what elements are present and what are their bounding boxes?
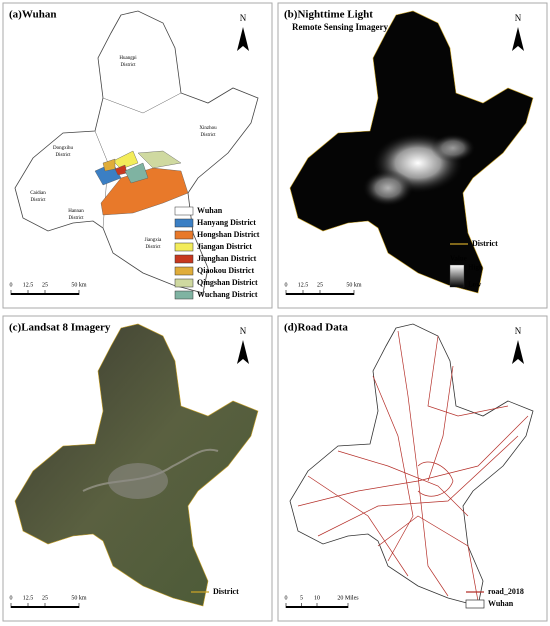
legend-swatch: [174, 266, 194, 276]
scale-label: 50 km: [346, 282, 362, 288]
legend-label: Hanyang District: [197, 218, 256, 227]
panel-title: (b)Nighttime Light: [284, 9, 373, 21]
road: [307, 475, 409, 577]
scale-label: 25: [42, 282, 48, 288]
north-label: N: [515, 326, 522, 336]
legend-swatch: [465, 599, 485, 609]
scale-label: 12.5: [23, 595, 34, 601]
legend-label: Wuhan: [197, 206, 223, 215]
scale-label: 12.5: [298, 282, 309, 288]
north-arrow: [512, 340, 524, 364]
district-patch: [137, 150, 182, 169]
district-label: Hannan: [68, 209, 84, 214]
district-patch: [124, 162, 149, 184]
scale-label: 0: [285, 595, 288, 601]
north-arrow: [237, 27, 249, 51]
road: [337, 450, 469, 517]
district-patch: [100, 167, 189, 216]
road: [317, 435, 519, 537]
legend-label: Wuchang District: [197, 290, 258, 299]
legend-label: Hongshan District: [197, 230, 260, 239]
scale-label: 20 Miles: [337, 595, 359, 601]
legend-swatch: [174, 206, 194, 216]
district-label: District: [201, 133, 217, 138]
scale-label: 12.5: [23, 282, 34, 288]
road: [427, 365, 454, 482]
district-label: Xinzhou: [199, 126, 217, 131]
north-label: N: [240, 326, 247, 336]
scale-label: 5: [300, 595, 303, 601]
panel-title: (c)Landsat 8 Imagery: [9, 322, 111, 334]
district-label: District: [56, 153, 72, 158]
district-label: District: [31, 198, 47, 203]
scale-label: 10: [314, 595, 320, 601]
district-label: Huangpi: [119, 56, 137, 61]
scale-label: 25: [42, 595, 48, 601]
legend-label: District: [472, 239, 498, 248]
north-label: N: [515, 13, 522, 23]
district-label: District: [146, 245, 162, 250]
legend-swatch: [174, 242, 194, 252]
district-label: District: [121, 63, 137, 68]
panel-labels: (a)Wuhan N 0 12.5 25 50 km Huangpi District Xinz…: [9, 9, 260, 300]
value-ramp: [449, 264, 465, 288]
legend-label: Jiangan District: [197, 242, 252, 251]
scale-label: 50 km: [71, 595, 87, 601]
panel-subtitle: Remote Sensing Imagery: [292, 22, 388, 32]
district-label: Dongxihu: [53, 146, 74, 151]
north-arrow: [512, 27, 524, 51]
legend-swatch: [174, 278, 194, 288]
scale-label: 50 km: [71, 282, 87, 288]
value-title: Value: [450, 255, 467, 263]
labels: (a)Wuhan N 0 12.5 25 50 km Huangpi District Xinz…: [9, 9, 524, 609]
panel-c: [2, 315, 273, 622]
panel-labels: (c)Landsat 8 Imagery N 0 12.5 25 50 km Distric…: [9, 322, 249, 608]
value-high: High: [468, 264, 483, 272]
road: [427, 335, 509, 417]
road: [397, 330, 449, 597]
panel-d: [277, 315, 548, 622]
north-arrow: [237, 340, 249, 364]
legend-label: Qiaokou District: [197, 266, 254, 275]
scale-label: 0: [10, 595, 13, 601]
scale-label: 25: [317, 282, 323, 288]
panel-title: (a)Wuhan: [9, 9, 56, 21]
north-label: N: [240, 13, 247, 23]
district-label: Jiangxia: [145, 238, 162, 243]
legend-label: Jianghan District: [197, 254, 257, 263]
scale-label: 0: [10, 282, 13, 288]
panel-a: [2, 2, 273, 309]
legend-swatch: [174, 254, 194, 264]
value-low: Low: [468, 281, 482, 289]
panel-title: (d)Road Data: [284, 322, 348, 334]
legend-swatch: [174, 230, 194, 240]
district-label: District: [69, 216, 85, 221]
legend-label: road_2018: [488, 587, 524, 596]
scale-label: 0: [285, 282, 288, 288]
legend-swatch: [174, 290, 194, 300]
legend-swatch: [174, 218, 194, 228]
legend-label: Wuhan: [488, 599, 514, 608]
panel-b: [277, 2, 548, 309]
legend-label: District: [213, 587, 239, 596]
district-label: Caidian: [30, 191, 46, 196]
road: [372, 375, 414, 562]
road: [417, 461, 454, 497]
district-patch: [112, 150, 139, 170]
road: [377, 515, 479, 602]
district-patch: [102, 158, 116, 172]
panel-labels: (d)Road Data N 0 5 10 20 Miles road_2018 Wuhan: [284, 322, 524, 609]
legend-label: Qingshan District: [197, 278, 258, 287]
